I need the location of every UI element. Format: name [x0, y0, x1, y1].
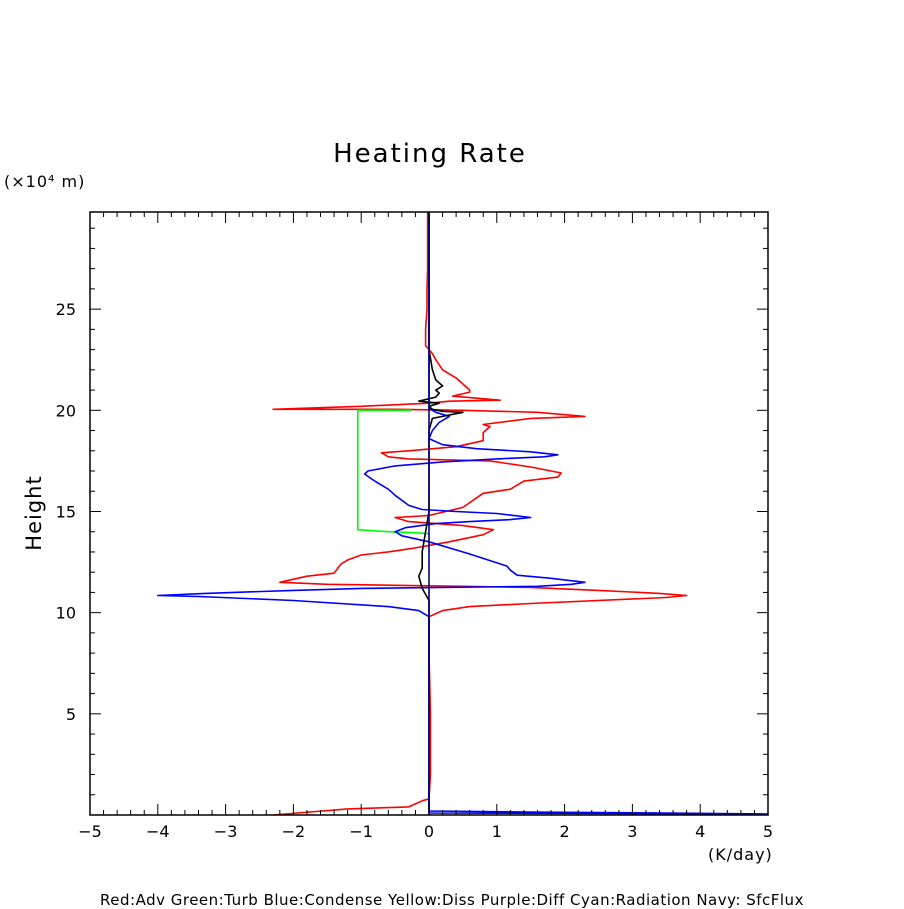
x-tick-label: −3: [214, 822, 238, 841]
x-tick-label: 1: [492, 822, 502, 841]
y-tick-label: 25: [56, 300, 76, 319]
chart-title: Heating Rate: [333, 139, 527, 169]
x-tick-label: 5: [763, 822, 773, 841]
y-tick-label: 20: [56, 401, 76, 420]
x-tick-label: 0: [424, 822, 434, 841]
x-tick-label: −4: [146, 822, 170, 841]
y-tick-label: 10: [56, 604, 76, 623]
x-tick-label: −2: [282, 822, 306, 841]
series-layer: [157, 212, 769, 816]
x-tick-label: −1: [349, 822, 373, 841]
axis-layer: −5 −4 −3 −2 −1 0 1 2 3 4 5 5 10 15 20 25: [56, 211, 773, 841]
x-tick-label: 2: [560, 822, 570, 841]
y-axis-unit: (×10⁴ m): [4, 172, 86, 191]
y-tick-label: 15: [56, 502, 76, 521]
x-tick-label: 3: [627, 822, 637, 841]
series-line-1: [356, 409, 430, 535]
x-tick-label: −5: [78, 822, 102, 841]
x-axis-unit-label: (K/day): [708, 845, 773, 864]
series-line-2: [157, 212, 769, 815]
y-tick-label: 5: [66, 705, 76, 724]
series-line-3: [417, 212, 464, 811]
series-line-0: [272, 212, 688, 816]
x-tick-label: 4: [695, 822, 705, 841]
